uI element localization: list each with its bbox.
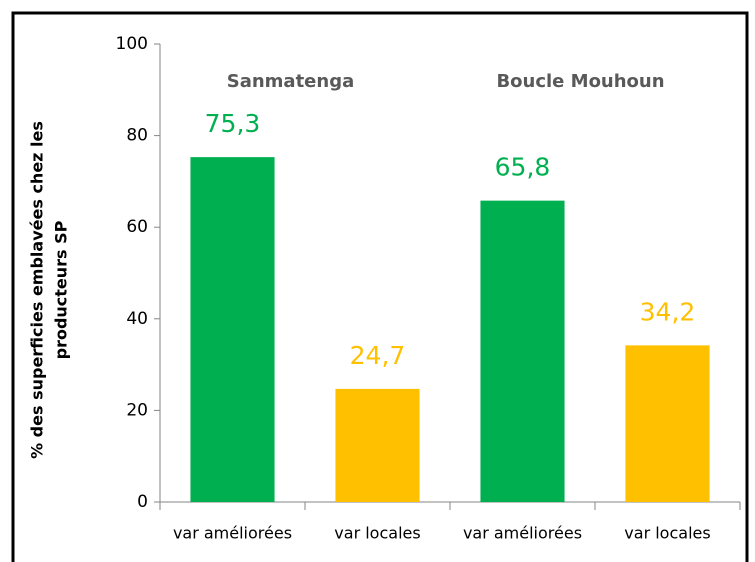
x-tick-label: var locales	[624, 524, 710, 543]
y-tick-label: 0	[137, 492, 148, 512]
y-tick-label: 60	[126, 217, 148, 237]
y-tick-label: 100	[116, 34, 148, 54]
annotation: Boucle Mouhoun	[496, 71, 664, 92]
x-tick-label: var locales	[334, 524, 420, 543]
y-axis-title: % des superficies emblavées chez les pro…	[28, 121, 71, 459]
y-tick-label: 20	[126, 400, 148, 420]
bar	[190, 157, 275, 502]
x-tick-label: var améliorées	[173, 524, 292, 543]
y-axis-title-line: % des superficies emblavées chez les	[28, 121, 47, 459]
x-tick-label: var améliorées	[463, 524, 582, 543]
data-label: 75,3	[205, 109, 261, 138]
y-axis-title-line: producteurs SP	[52, 220, 71, 359]
bar	[625, 345, 710, 502]
data-label: 24,7	[350, 341, 406, 370]
y-tick-label: 80	[126, 126, 148, 146]
data-label: 65,8	[495, 153, 551, 182]
frame	[11, 11, 749, 562]
bar	[480, 200, 565, 503]
data-label: 34,2	[640, 297, 696, 326]
bar	[335, 388, 420, 502]
y-tick-label: 40	[126, 309, 148, 329]
annotation: Sanmatenga	[227, 71, 355, 92]
